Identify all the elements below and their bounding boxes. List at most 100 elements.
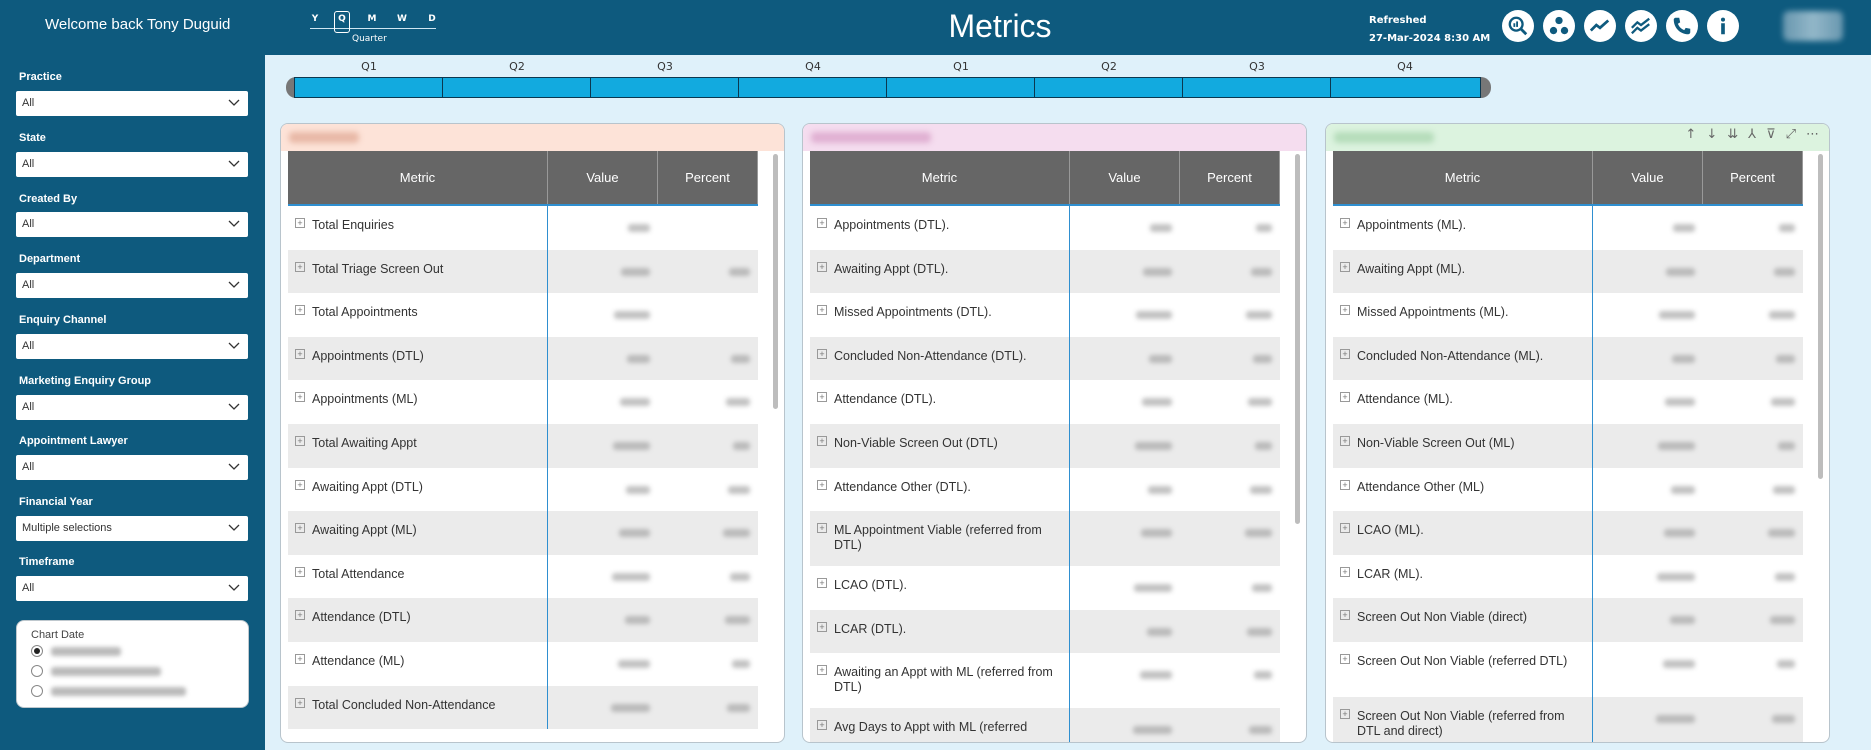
column-header-percent[interactable]: Percent — [1180, 151, 1280, 204]
table-row[interactable]: + Screen Out Non Viable (referred from DT… — [1333, 696, 1803, 742]
expand-all-down-icon[interactable]: ⇊ — [1727, 127, 1739, 142]
user-avatar[interactable] — [1783, 11, 1843, 41]
practice-dropdown[interactable]: All — [16, 91, 248, 116]
table-row[interactable]: + Avg Days to Appt with ML (referred — [810, 708, 1280, 742]
table-row[interactable]: + Total Concluded Non-Attendance — [288, 685, 758, 730]
expand-icon[interactable]: + — [295, 218, 305, 228]
vertical-scrollbar[interactable] — [773, 154, 778, 409]
table-row[interactable]: + Appointments (ML). — [1333, 206, 1803, 250]
drill-up-icon[interactable]: ↑ — [1685, 127, 1697, 142]
table-row[interactable]: + LCAO (DTL). — [810, 566, 1280, 610]
table-row[interactable]: + Total Awaiting Appt — [288, 423, 758, 468]
radio-button[interactable] — [31, 645, 43, 657]
expand-icon[interactable]: + — [817, 218, 827, 228]
table-row[interactable]: + Total Appointments — [288, 293, 758, 337]
table-row[interactable]: + Missed Appointments (DTL). — [810, 293, 1280, 337]
table-row[interactable]: + Attendance (DTL). — [810, 380, 1280, 424]
org-chart-icon[interactable] — [1543, 10, 1575, 42]
timeline-segment[interactable] — [294, 77, 443, 98]
expand-icon[interactable]: + — [817, 435, 827, 446]
state-dropdown[interactable]: All — [16, 152, 248, 177]
more-options-icon[interactable]: ⋯ — [1806, 127, 1819, 142]
trend-line-icon[interactable] — [1584, 10, 1616, 42]
timeline-segment[interactable] — [886, 77, 1035, 98]
table-row[interactable]: + LCAR (DTL). — [810, 609, 1280, 654]
table-row[interactable]: + Concluded Non-Attendance (DTL). — [810, 336, 1280, 381]
column-header-percent[interactable]: Percent — [658, 151, 758, 204]
expand-icon[interactable]: + — [1340, 523, 1350, 534]
expand-icon[interactable]: + — [817, 348, 827, 359]
multi-trend-icon[interactable] — [1625, 10, 1657, 42]
table-row[interactable]: + Awaiting an Appt with ML (referred from… — [810, 653, 1280, 709]
table-row[interactable]: + Appointments (ML) — [288, 380, 758, 424]
expand-icon[interactable]: + — [817, 578, 827, 589]
table-row[interactable]: + Attendance (ML) — [288, 641, 758, 686]
table-row[interactable]: + Awaiting Appt (DTL). — [810, 249, 1280, 294]
table-row[interactable]: + Awaiting Appt (ML). — [1333, 249, 1803, 294]
expand-icon[interactable]: + — [1340, 708, 1350, 719]
table-row[interactable]: + Non-Viable Screen Out (DTL) — [810, 423, 1280, 468]
column-header-metric[interactable]: Metric — [288, 151, 548, 204]
quarter-timeline[interactable]: Q1 Q2 Q3 Q4 Q1 Q2 Q3 Q4 — [286, 60, 1491, 100]
chart-date-option[interactable] — [31, 681, 234, 701]
table-row[interactable]: + Total Triage Screen Out — [288, 249, 758, 294]
table-row[interactable]: + Total Attendance — [288, 554, 758, 599]
level-week[interactable]: W — [397, 14, 407, 24]
table-row[interactable]: + Awaiting Appt (DTL) — [288, 467, 758, 512]
table-row[interactable]: + Screen Out Non Viable (referred DTL) — [1333, 641, 1803, 697]
drill-down-icon[interactable]: ↓ — [1706, 127, 1718, 142]
table-row[interactable]: + LCAO (ML). — [1333, 511, 1803, 555]
financial-year-dropdown[interactable]: Multiple selections — [16, 516, 248, 541]
focus-mode-icon[interactable]: ⤢ — [1785, 127, 1796, 142]
timeline-segment[interactable] — [590, 77, 739, 98]
appointment-lawyer-dropdown[interactable]: All — [16, 455, 248, 480]
chart-date-option[interactable] — [31, 661, 234, 681]
timeline-segment[interactable] — [1330, 77, 1481, 98]
level-quarter[interactable]: Q — [338, 14, 346, 24]
expand-icon[interactable]: + — [1340, 392, 1350, 403]
radio-button[interactable] — [31, 665, 43, 677]
expand-icon[interactable]: + — [1340, 610, 1350, 621]
expand-icon[interactable]: + — [295, 261, 305, 272]
expand-icon[interactable]: + — [295, 392, 305, 403]
level-year[interactable]: Y — [311, 14, 319, 24]
expand-icon[interactable]: + — [295, 566, 305, 577]
table-row[interactable]: + Attendance Other (ML) — [1333, 467, 1803, 512]
time-level-slider[interactable]: Y Q M W D Quarter — [305, 10, 440, 48]
expand-icon[interactable]: + — [1340, 479, 1350, 490]
timeline-segment[interactable] — [1034, 77, 1183, 98]
expand-icon[interactable]: + — [817, 261, 827, 272]
expand-icon[interactable]: + — [295, 653, 305, 664]
expand-icon[interactable]: + — [295, 610, 305, 621]
table-row[interactable]: + Non-Viable Screen Out (ML) — [1333, 423, 1803, 468]
table-row[interactable]: + Screen Out Non Viable (direct) — [1333, 598, 1803, 642]
column-header-metric[interactable]: Metric — [1333, 151, 1593, 204]
expand-icon[interactable]: + — [817, 665, 827, 676]
table-row[interactable]: + Attendance Other (DTL). — [810, 467, 1280, 512]
expand-icon[interactable]: + — [817, 392, 827, 403]
vertical-scrollbar[interactable] — [1818, 154, 1823, 479]
marketing-enquiry-group-dropdown[interactable]: All — [16, 395, 248, 420]
expand-icon[interactable]: + — [817, 621, 827, 632]
phone-icon[interactable] — [1666, 10, 1698, 42]
expand-icon[interactable]: + — [295, 479, 305, 490]
table-row[interactable]: + Attendance (DTL) — [288, 598, 758, 642]
table-row[interactable]: + Total Enquiries — [288, 206, 758, 250]
timeline-segment[interactable] — [738, 77, 887, 98]
created-by-dropdown[interactable]: All — [16, 212, 248, 237]
table-row[interactable]: + Attendance (ML). — [1333, 380, 1803, 424]
vertical-scrollbar[interactable] — [1295, 154, 1300, 524]
table-row[interactable]: + Awaiting Appt (ML) — [288, 511, 758, 555]
expand-icon[interactable]: + — [1340, 348, 1350, 359]
expand-icon[interactable]: + — [295, 305, 305, 316]
column-header-metric[interactable]: Metric — [810, 151, 1070, 204]
timeline-segment[interactable] — [442, 77, 591, 98]
expand-icon[interactable]: + — [1340, 435, 1350, 446]
department-dropdown[interactable]: All — [16, 273, 248, 298]
column-header-value[interactable]: Value — [548, 151, 658, 204]
expand-icon[interactable]: + — [1340, 566, 1350, 577]
expand-icon[interactable]: + — [817, 305, 827, 316]
timeline-left-handle[interactable] — [286, 77, 296, 98]
table-row[interactable]: + ML Appointment Viable (referred from DT… — [810, 511, 1280, 567]
timeframe-dropdown[interactable]: All — [16, 576, 248, 601]
